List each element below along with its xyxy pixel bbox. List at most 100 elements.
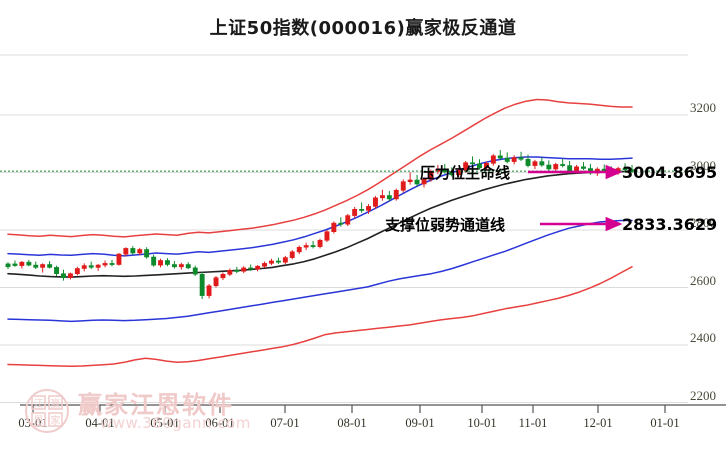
candle-body: [227, 269, 233, 275]
candle-body: [241, 267, 247, 272]
candle-body: [172, 264, 177, 268]
candle-body: [574, 166, 580, 172]
candle-body: [379, 195, 385, 199]
candle-body: [234, 269, 240, 272]
gridlines: [0, 54, 688, 403]
candle-body: [12, 263, 18, 266]
candle-body: [199, 273, 205, 296]
price-label: 2833.3629: [622, 215, 718, 234]
y-axis-tick-label: 3000: [690, 157, 716, 173]
candle-body: [622, 168, 628, 171]
candle-body: [352, 209, 358, 216]
candle-body: [407, 179, 413, 183]
candle-body: [192, 267, 198, 275]
candle-body: [296, 247, 302, 253]
candle-body: [116, 253, 122, 265]
candle-body: [372, 197, 378, 207]
candle-body: [525, 159, 531, 166]
candle-body: [400, 181, 406, 191]
candle-body: [324, 231, 330, 241]
candle-body: [109, 263, 115, 265]
candle-body: [68, 273, 73, 279]
candle-body: [47, 264, 53, 268]
candle-body: [102, 263, 108, 266]
y-axis-tick-label: 3200: [690, 100, 716, 115]
candle-body: [497, 155, 503, 159]
x-axis-tick-label: 04-01: [85, 416, 115, 430]
price-label: 3004.8695: [622, 163, 718, 182]
candle-body: [137, 249, 143, 254]
x-axis-tick-label: 03-01: [18, 416, 48, 430]
candle-body: [449, 171, 455, 176]
candle-body: [60, 273, 66, 279]
candle-body: [54, 267, 60, 274]
candle-body: [130, 248, 136, 254]
candle-body: [483, 163, 489, 169]
candle-body: [213, 277, 219, 287]
x-axis-tick-label: 07-01: [270, 416, 300, 430]
candle-body: [255, 265, 261, 270]
candle-body: [470, 162, 475, 165]
candle-body: [178, 264, 184, 268]
annotation-label: 支撑位弱势通道线: [385, 216, 506, 234]
x-axis-tick-label: 06-01: [205, 416, 235, 430]
candle-body: [95, 264, 101, 268]
candle-body: [158, 260, 163, 266]
candle-body: [282, 257, 288, 263]
x-axis-tick-label: 05-01: [150, 416, 180, 430]
candle-body: [206, 285, 212, 296]
candle-body: [518, 157, 524, 160]
candle-body: [421, 179, 427, 185]
chart-title: 上证50指数(000016)赢家极反通道: [209, 18, 517, 39]
candle-body: [289, 251, 295, 258]
candle-body: [248, 267, 254, 270]
candle-body: [428, 171, 434, 180]
candle-body: [317, 240, 323, 247]
candle-body: [220, 273, 226, 279]
annotation-label: 压力位生命线: [420, 164, 511, 182]
series-line: [7, 219, 633, 323]
candle-body: [165, 260, 170, 265]
candle-body: [463, 162, 469, 171]
candle-body: [539, 161, 545, 166]
candle-body: [553, 164, 559, 170]
y-axis-tick-label: 2600: [690, 272, 716, 288]
candle-body: [338, 222, 344, 225]
candle-body: [580, 166, 586, 169]
candle-body: [303, 245, 309, 248]
candle-body: [601, 168, 607, 172]
y-axis-tick-label: 2200: [690, 387, 716, 403]
candle-body: [88, 265, 94, 268]
candle-body: [560, 164, 566, 166]
candle-body: [414, 179, 420, 185]
candle-body: [262, 263, 267, 267]
x-axis-tick-label: 01-01: [650, 416, 680, 430]
candle-body: [81, 265, 87, 269]
y-axis-tick-label: 2400: [690, 330, 716, 345]
candle-body: [386, 195, 392, 200]
candle-body: [33, 264, 39, 268]
candle-body: [123, 248, 129, 255]
candle-body: [185, 264, 191, 269]
candle-body: [345, 215, 351, 225]
x-axis-tick-label: 08-01: [337, 416, 367, 430]
x-axis-tick-label: 11-01: [518, 416, 548, 430]
candle-body: [546, 164, 552, 170]
x-axis-tick-label: 09-01: [405, 416, 435, 430]
candle-body: [26, 261, 32, 266]
candle-body: [532, 161, 538, 166]
x-axis-tick-label: 12-01: [583, 416, 613, 430]
series-line: [7, 170, 633, 278]
candle-body: [490, 155, 496, 164]
candle-body: [567, 165, 573, 172]
candle-body: [5, 263, 11, 268]
candle-body: [456, 169, 462, 176]
x-axis-tick-label: 10-01: [467, 416, 497, 430]
series-line: [7, 266, 633, 368]
series-line: [7, 98, 633, 238]
candle-body: [275, 260, 281, 263]
candle-body: [504, 157, 510, 162]
candle-body: [74, 268, 80, 274]
